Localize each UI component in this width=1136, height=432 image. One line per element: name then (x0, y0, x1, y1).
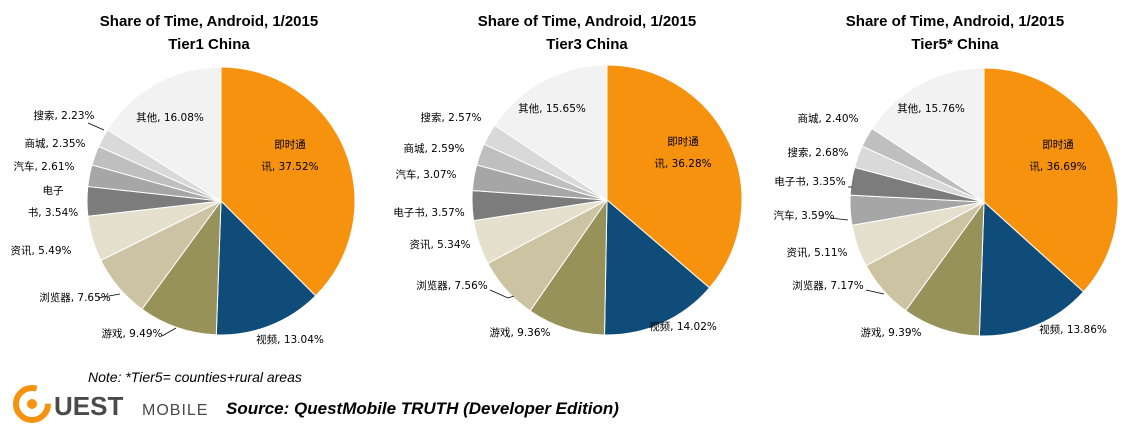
pie-3-slice-im (983, 67, 1119, 293)
pie-3-label-search: 搜索, 2.68% (787, 146, 848, 159)
pie-chart-tier3: 即时通讯, 36.28% 视频, 14.02% 游戏, 9.36% 浏览器, 7.56… (393, 64, 743, 339)
pie-2-slice-game (529, 198, 608, 336)
pie-chart-tier1: 即时通讯, 37.52% 视频, 13.04% 游戏, 9.49% 浏览器, 7.65… (10, 66, 356, 346)
pie-2-slice-other (493, 64, 608, 201)
pie-2-label-search: 搜索, 2.57% (420, 111, 481, 124)
pie-3-label-mall: 商城, 2.40% (797, 112, 858, 125)
pie-1-slice-video (215, 199, 317, 336)
pie-2-label-im: 即时通讯, 36.28% (654, 136, 711, 170)
pie-1-label-video: 视频, 13.04% (256, 333, 324, 346)
pie-2-leader-browser (489, 289, 515, 299)
chart-3-title-line: Share of Time, Android, 1/2015 (845, 13, 1065, 30)
pie-2-label-browser: 浏览器, 7.56% (416, 279, 488, 292)
chart-2-title: Share of Time, Android, 1/2015 Tier3 Chi… (437, 10, 737, 56)
pie-1-label-mall: 商城, 2.35% (24, 137, 85, 150)
pie-1-label-game: 游戏, 9.49% (101, 327, 162, 340)
pie-3-label-game: 游戏, 9.39% (860, 326, 921, 339)
questmobile-logo: UEST MOBILE (13, 385, 208, 423)
chart-3-title: Share of Time, Android, 1/2015 Tier5* Ch… (805, 10, 1105, 56)
svg-text:MOBILE: MOBILE (142, 402, 208, 419)
pie-1-leader-search (87, 122, 105, 131)
pie-3-slice-game (904, 200, 985, 337)
pie-3-leader-car (829, 217, 849, 221)
source-text: Source: QuestMobile TRUTH (Developer Edi… (226, 399, 619, 418)
logo-ring-icon (13, 385, 51, 423)
pie-1-slice-im (220, 66, 356, 297)
pie-1-leader-game (161, 327, 177, 337)
pie-1-label-news: 资讯, 5.49% (10, 244, 71, 257)
pie-2-label-other: 其他, 15.65% (518, 102, 586, 115)
pie-3-slice-video (978, 200, 1085, 337)
pie-3-label-news: 资讯, 5.11% (786, 246, 847, 259)
chart-3-subtitle: Tier5* China (911, 36, 999, 53)
footnote: Note: *Tier5= counties+rural areas (88, 369, 302, 385)
pie-1-label-search: 搜索, 2.23% (33, 109, 94, 122)
pie-3-label-browser: 浏览器, 7.17% (792, 279, 864, 292)
pie-2-label-mall: 商城, 2.59% (403, 142, 464, 155)
pie-3-label-ebook: 电子书, 3.35% (774, 175, 846, 188)
pie-1-label-ebook: 电子书, 3.54% (28, 184, 79, 219)
pie-1-label-car: 汽车, 2.61% (13, 160, 74, 173)
chart-2-title-line: Share of Time, Android, 1/2015 (477, 13, 697, 30)
svg-text:UEST: UEST (54, 391, 123, 421)
chart-1-subtitle: Tier1 China (168, 36, 250, 53)
pie-2-label-car: 汽车, 3.07% (395, 168, 456, 181)
pie-2-slice-im (606, 64, 743, 289)
pie-1-slice-other (106, 66, 222, 202)
pie-3-label-video: 视频, 13.86% (1039, 323, 1107, 336)
pie-2-label-news: 资讯, 5.34% (409, 238, 470, 251)
pie-1-slice-game (141, 199, 222, 336)
pie-1-label-im: 即时通讯, 37.52% (261, 139, 318, 173)
chart-1-title-line: Share of Time, Android, 1/2015 (99, 13, 319, 30)
pie-1-label-browser: 浏览器, 7.65% (39, 291, 111, 304)
pie-1-leader-browser (97, 293, 121, 299)
pie-3-label-car: 汽车, 3.59% (773, 209, 834, 222)
pie-chart-tier5: 即时通讯, 36.69% 视频, 13.86% 游戏, 9.39% 浏览器, 7.17… (773, 67, 1119, 339)
pie-2-label-ebook: 电子书, 3.57% (393, 206, 465, 219)
chart-1-title: Share of Time, Android, 1/2015 Tier1 Chi… (59, 10, 359, 56)
pie-1-label-other: 其他, 16.08% (136, 111, 204, 124)
pie-2-label-game: 游戏, 9.36% (489, 326, 550, 339)
pie-2-label-video: 视频, 14.02% (649, 320, 717, 333)
pie-3-label-im: 即时通讯, 36.69% (1029, 139, 1086, 173)
pie-2-slice-video (603, 198, 711, 336)
chart-2-subtitle: Tier3 China (546, 36, 628, 53)
pie-3-leader-browser (865, 289, 885, 295)
pie-3-label-other: 其他, 15.76% (897, 102, 965, 115)
pie-3-slice-other (871, 67, 985, 203)
